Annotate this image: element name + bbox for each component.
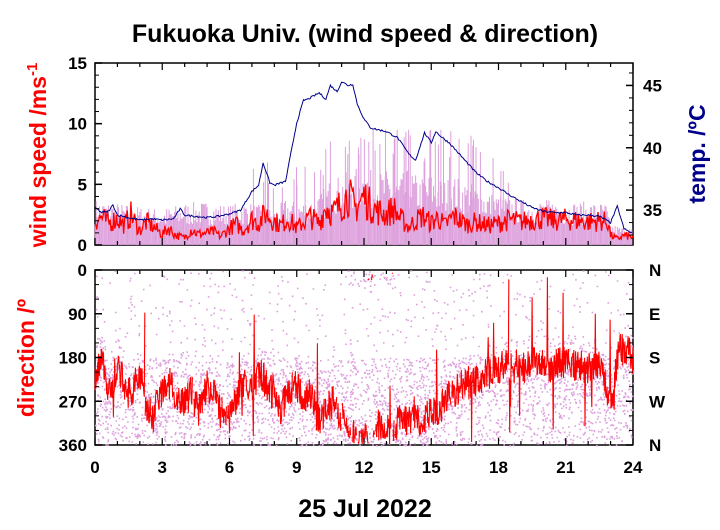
direction-tick-label: 270 <box>59 392 87 411</box>
compass-tick-label: S <box>649 349 660 368</box>
wind-speed-line <box>94 179 634 241</box>
direction-tick-label: 360 <box>59 436 87 455</box>
temperature-line <box>94 81 633 234</box>
chart-title: Fukuoka Univ. (wind speed & direction) <box>132 20 598 48</box>
temperature-tick-label: 40 <box>643 139 662 158</box>
direction-panel: 0 N 90 E 180 S 270 W 360 N 0 3 6 9 12 15 18 21 24 <box>59 261 666 477</box>
direction-tick-label: 0 <box>78 261 87 280</box>
hour-tick-label: 0 <box>90 458 99 477</box>
direction-axis-ticks: 0 N 90 E 180 S 270 W 360 N 0 3 6 9 12 15 18 21 24 <box>59 261 666 477</box>
hour-tick-label: 24 <box>624 458 643 477</box>
hour-tick-label: 21 <box>556 458 575 477</box>
wind-speed-tick-label: 5 <box>78 175 87 194</box>
date-label: 25 Jul 2022 <box>298 495 431 523</box>
wind-speed-series <box>94 81 634 245</box>
gust-direction-dots <box>95 270 635 447</box>
compass-tick-label: N <box>649 261 661 280</box>
direction-tick-label: 90 <box>68 305 87 324</box>
hour-tick-label: 12 <box>355 458 374 477</box>
temperature-axis-label: temp. /ºC <box>684 104 710 203</box>
wind-speed-tick-label: 0 <box>78 236 87 255</box>
direction-series <box>94 270 635 447</box>
compass-tick-label: N <box>649 436 661 455</box>
compass-tick-label: E <box>649 305 660 324</box>
direction-line <box>94 272 634 445</box>
hour-tick-label: 15 <box>422 458 441 477</box>
gust-spikes <box>252 129 509 245</box>
wind-speed-tick-label: 15 <box>68 54 87 73</box>
hour-tick-label: 9 <box>292 458 301 477</box>
hour-tick-label: 3 <box>158 458 167 477</box>
wind-speed-tick-label: 10 <box>68 115 87 134</box>
temperature-tick-label: 45 <box>643 76 662 95</box>
hour-tick-label: 6 <box>225 458 234 477</box>
wind-speed-axis-ticks: 0 5 10 15 35 40 45 <box>68 54 662 255</box>
wind-speed-axis-label: wind speed /ms-1 <box>24 63 51 249</box>
direction-axis-label: direction /º <box>13 299 39 417</box>
wind-speed-panel: 0 5 10 15 35 40 45 <box>68 54 662 255</box>
compass-tick-label: W <box>649 392 666 411</box>
hour-tick-label: 18 <box>489 458 508 477</box>
temperature-tick-label: 35 <box>643 201 662 220</box>
direction-tick-label: 180 <box>59 349 87 368</box>
